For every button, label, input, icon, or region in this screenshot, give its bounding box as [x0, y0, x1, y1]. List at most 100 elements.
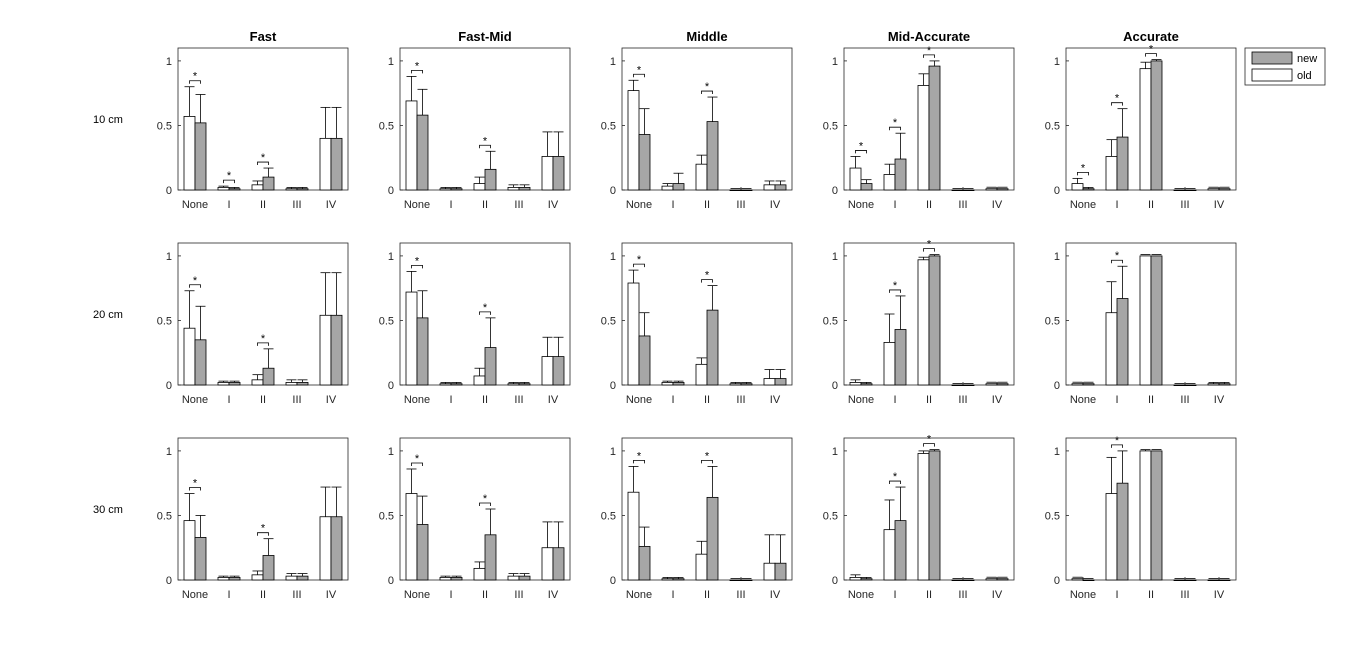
- bar-old: [763, 184, 776, 191]
- significance-bracket: [1111, 102, 1123, 106]
- significance-bracket: [633, 263, 645, 268]
- significance-star: *: [705, 81, 710, 93]
- bar-new: [962, 189, 975, 192]
- significance-bracket: [479, 502, 491, 506]
- bar-old: [1071, 578, 1084, 581]
- bar-old: [729, 383, 742, 386]
- significance-bracket: [1111, 259, 1123, 264]
- bar-new: [928, 255, 941, 386]
- x-tick-label: None: [848, 589, 874, 601]
- panel-title: Mid-Accurate: [888, 29, 970, 44]
- y-tick-label: 0: [610, 575, 616, 587]
- y-tick-label: 1: [610, 56, 616, 68]
- x-tick-label: None: [182, 394, 208, 406]
- x-tick-label: IV: [992, 394, 1003, 406]
- significance-bracket: [701, 90, 713, 95]
- bar-old: [507, 187, 520, 191]
- panel-title: Fast: [250, 29, 277, 44]
- bar-old: [217, 187, 230, 191]
- bar-new: [996, 188, 1009, 191]
- significance-bracket: [189, 80, 201, 84]
- bar-new: [894, 329, 907, 386]
- bar-new: [450, 383, 463, 386]
- significance-star: *: [1115, 250, 1120, 262]
- bar-new: [1082, 383, 1095, 386]
- bar-new: [1184, 579, 1197, 582]
- significance-star: *: [261, 333, 266, 345]
- bar-old: [951, 384, 964, 387]
- x-tick-label: II: [1148, 199, 1154, 211]
- bar-new: [962, 384, 975, 387]
- bar-old: [883, 529, 896, 581]
- bar-new: [194, 537, 207, 581]
- bar-old: [627, 282, 640, 386]
- x-tick-label: II: [260, 589, 266, 601]
- x-tick-label: II: [482, 394, 488, 406]
- legend-label-old: old: [1297, 70, 1312, 82]
- y-tick-label: 0: [166, 185, 172, 197]
- bar-new: [194, 122, 207, 191]
- bar-old: [285, 188, 298, 191]
- bar-new: [706, 496, 719, 581]
- bar-old: [1173, 189, 1186, 192]
- bar-old: [183, 520, 196, 581]
- panel: 0 0.5 1 None I * II * III IV: [823, 239, 1015, 406]
- x-tick-label: I: [449, 199, 452, 211]
- bar-new: [484, 168, 497, 191]
- bar-old: [1139, 255, 1152, 386]
- bar-old: [473, 375, 486, 386]
- significance-star: *: [1149, 44, 1154, 56]
- significance-star: *: [893, 471, 898, 483]
- bar-old: [849, 167, 862, 191]
- bar-old: [1139, 450, 1152, 581]
- y-tick-label: 0.5: [157, 315, 172, 327]
- bar-new: [416, 317, 429, 386]
- bar-new: [1116, 298, 1129, 386]
- bar-old: [1071, 183, 1084, 191]
- bar-old: [439, 188, 452, 191]
- bar-new: [228, 577, 241, 581]
- x-tick-label: None: [848, 394, 874, 406]
- x-tick-label: None: [1070, 589, 1096, 601]
- x-tick-label: IV: [770, 394, 781, 406]
- y-tick-label: 0.5: [601, 315, 616, 327]
- bar-old: [507, 575, 520, 581]
- y-tick-label: 0.5: [823, 510, 838, 522]
- bar-new: [706, 121, 719, 191]
- row-label: 30 cm: [93, 504, 123, 516]
- bar-old: [917, 85, 930, 191]
- y-tick-label: 0.5: [823, 120, 838, 132]
- significance-bracket: [701, 279, 713, 283]
- significance-star: *: [893, 280, 898, 292]
- y-tick-label: 1: [166, 251, 172, 263]
- bar-new: [672, 382, 685, 386]
- bar-new: [296, 188, 309, 191]
- x-tick-label: I: [671, 394, 674, 406]
- significance-star: *: [415, 60, 420, 72]
- significance-star: *: [261, 523, 266, 535]
- x-tick-label: I: [227, 589, 230, 601]
- bar-old: [473, 567, 486, 581]
- x-tick-label: II: [704, 589, 710, 601]
- x-tick-label: II: [704, 394, 710, 406]
- bar-new: [228, 382, 241, 386]
- bar-old: [1207, 579, 1220, 582]
- y-tick-label: 0: [166, 380, 172, 392]
- y-tick-label: 1: [388, 56, 394, 68]
- x-tick-label: III: [736, 199, 745, 211]
- legend-swatch-new: [1251, 51, 1293, 65]
- significance-star: *: [637, 64, 642, 76]
- bar-old: [439, 577, 452, 581]
- bar-old: [319, 516, 332, 581]
- bar-new: [330, 314, 343, 386]
- row-label: 20 cm: [93, 309, 123, 321]
- bar-old: [883, 174, 896, 191]
- bar-old: [661, 382, 674, 386]
- bar-new: [996, 383, 1009, 386]
- x-tick-label: III: [736, 394, 745, 406]
- x-tick-label: I: [227, 394, 230, 406]
- y-tick-label: 0: [388, 380, 394, 392]
